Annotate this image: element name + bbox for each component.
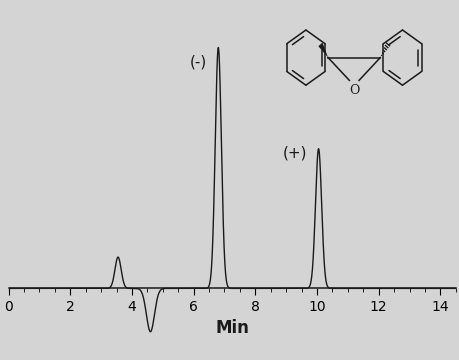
Text: (+): (+) [283,146,307,161]
Text: O: O [348,84,358,97]
Polygon shape [318,42,327,58]
Text: (-): (-) [189,54,207,69]
X-axis label: Min: Min [215,319,249,337]
